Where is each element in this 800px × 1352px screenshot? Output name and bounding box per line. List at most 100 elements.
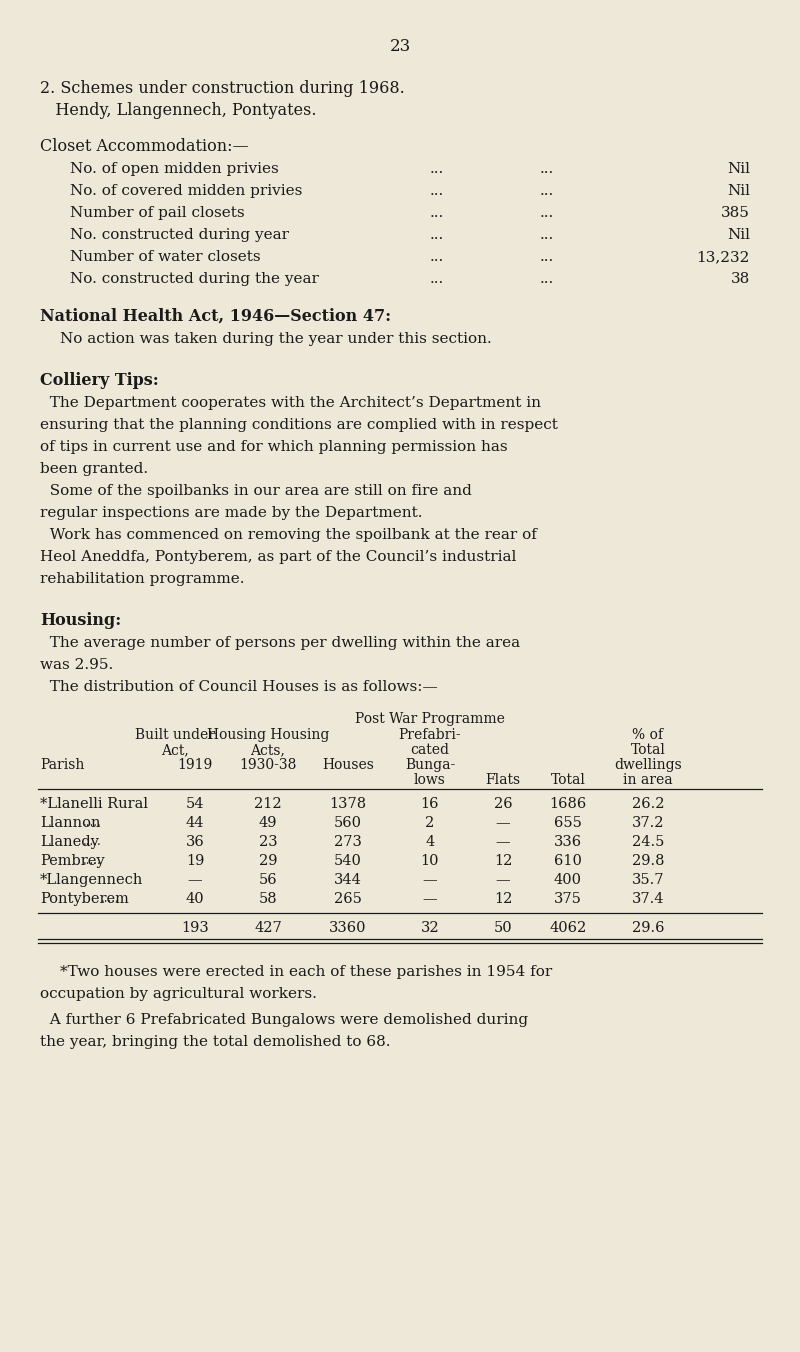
Text: Nil: Nil [727, 184, 750, 197]
Text: 58: 58 [258, 892, 278, 906]
Text: 1930-38: 1930-38 [239, 758, 297, 772]
Text: National Health Act, 1946—Section 47:: National Health Act, 1946—Section 47: [40, 308, 391, 324]
Text: 1686: 1686 [550, 796, 586, 811]
Text: 273: 273 [334, 836, 362, 849]
Text: 540: 540 [334, 854, 362, 868]
Text: 44: 44 [186, 817, 204, 830]
Text: cated: cated [410, 744, 450, 757]
Text: 375: 375 [554, 892, 582, 906]
Text: been granted.: been granted. [40, 462, 148, 476]
Text: 32: 32 [421, 921, 439, 936]
Text: 49: 49 [258, 817, 278, 830]
Text: ensuring that the planning conditions are complied with in respect: ensuring that the planning conditions ar… [40, 418, 558, 433]
Text: —: — [188, 873, 202, 887]
Text: 35.7: 35.7 [632, 873, 664, 887]
Text: Prefabri-: Prefabri- [398, 727, 462, 742]
Text: 13,232: 13,232 [697, 250, 750, 264]
Text: Number of water closets: Number of water closets [70, 250, 261, 264]
Text: 12: 12 [494, 854, 512, 868]
Text: Flats: Flats [486, 773, 521, 787]
Text: ...: ... [540, 272, 554, 287]
Text: 19: 19 [186, 854, 204, 868]
Text: *Two houses were erected in each of these parishes in 1954 for: *Two houses were erected in each of thes… [60, 965, 552, 979]
Text: 4: 4 [426, 836, 434, 849]
Text: 56: 56 [258, 873, 278, 887]
Text: .....: ..... [82, 817, 102, 829]
Text: rehabilitation programme.: rehabilitation programme. [40, 572, 245, 585]
Text: 23: 23 [390, 38, 410, 55]
Text: 10: 10 [421, 854, 439, 868]
Text: Post War Programme: Post War Programme [355, 713, 505, 726]
Text: —: — [496, 873, 510, 887]
Text: 16: 16 [421, 796, 439, 811]
Text: 385: 385 [721, 206, 750, 220]
Text: Llannon: Llannon [40, 817, 101, 830]
Text: No. of covered midden privies: No. of covered midden privies [70, 184, 302, 197]
Text: 4062: 4062 [550, 921, 586, 936]
Text: Pembrey: Pembrey [40, 854, 105, 868]
Text: 212: 212 [254, 796, 282, 811]
Text: ...: ... [540, 250, 554, 264]
Text: No. of open midden privies: No. of open midden privies [70, 162, 278, 176]
Text: 193: 193 [181, 921, 209, 936]
Text: ...: ... [540, 228, 554, 242]
Text: 23: 23 [258, 836, 278, 849]
Text: Act,: Act, [161, 744, 189, 757]
Text: Parish: Parish [40, 758, 84, 772]
Text: .....: ..... [82, 836, 102, 848]
Text: Closet Accommodation:—: Closet Accommodation:— [40, 138, 249, 155]
Text: 336: 336 [554, 836, 582, 849]
Text: 1378: 1378 [330, 796, 366, 811]
Text: Houses: Houses [322, 758, 374, 772]
Text: The Department cooperates with the Architect’s Department in: The Department cooperates with the Archi… [40, 396, 541, 410]
Text: Bunga-: Bunga- [405, 758, 455, 772]
Text: 29.8: 29.8 [632, 854, 664, 868]
Text: 26.2: 26.2 [632, 796, 664, 811]
Text: —: — [496, 817, 510, 830]
Text: 2. Schemes under construction during 1968.: 2. Schemes under construction during 196… [40, 80, 405, 97]
Text: .....: ..... [82, 854, 102, 867]
Text: Number of pail closets: Number of pail closets [70, 206, 245, 220]
Text: 54: 54 [186, 796, 204, 811]
Text: Some of the spoilbanks in our area are still on fire and: Some of the spoilbanks in our area are s… [40, 484, 472, 498]
Text: The average number of persons per dwelling within the area: The average number of persons per dwelli… [40, 635, 520, 650]
Text: of tips in current use and for which planning permission has: of tips in current use and for which pla… [40, 439, 508, 454]
Text: ...: ... [430, 228, 444, 242]
Text: 29: 29 [258, 854, 278, 868]
Text: Housing Housing: Housing Housing [207, 727, 329, 742]
Text: 50: 50 [494, 921, 512, 936]
Text: 37.4: 37.4 [632, 892, 664, 906]
Text: ...: ... [430, 206, 444, 220]
Text: ...: ... [540, 206, 554, 220]
Text: *Llangennech: *Llangennech [40, 873, 143, 887]
Text: The distribution of Council Houses is as follows:—: The distribution of Council Houses is as… [40, 680, 438, 694]
Text: Work has commenced on removing the spoilbank at the rear of: Work has commenced on removing the spoil… [40, 529, 537, 542]
Text: the year, bringing the total demolished to 68.: the year, bringing the total demolished … [40, 1036, 390, 1049]
Text: Acts,: Acts, [250, 744, 286, 757]
Text: lows: lows [414, 773, 446, 787]
Text: Heol Aneddfa, Pontyberem, as part of the Council’s industrial: Heol Aneddfa, Pontyberem, as part of the… [40, 550, 516, 564]
Text: Total: Total [630, 744, 666, 757]
Text: was 2.95.: was 2.95. [40, 658, 114, 672]
Text: ...: ... [430, 184, 444, 197]
Text: 427: 427 [254, 921, 282, 936]
Text: 12: 12 [494, 892, 512, 906]
Text: ...: ... [430, 272, 444, 287]
Text: occupation by agricultural workers.: occupation by agricultural workers. [40, 987, 317, 1000]
Text: 344: 344 [334, 873, 362, 887]
Text: ...: ... [430, 162, 444, 176]
Text: dwellings: dwellings [614, 758, 682, 772]
Text: % of: % of [633, 727, 663, 742]
Text: 560: 560 [334, 817, 362, 830]
Text: Built under: Built under [135, 727, 215, 742]
Text: Llanedy: Llanedy [40, 836, 99, 849]
Text: 38: 38 [730, 272, 750, 287]
Text: Hendy, Llangennech, Pontyates.: Hendy, Llangennech, Pontyates. [40, 101, 317, 119]
Text: in area: in area [623, 773, 673, 787]
Text: .....: ..... [101, 892, 120, 904]
Text: 655: 655 [554, 817, 582, 830]
Text: —: — [422, 873, 438, 887]
Text: No. constructed during year: No. constructed during year [70, 228, 289, 242]
Text: 37.2: 37.2 [632, 817, 664, 830]
Text: No. constructed during the year: No. constructed during the year [70, 272, 319, 287]
